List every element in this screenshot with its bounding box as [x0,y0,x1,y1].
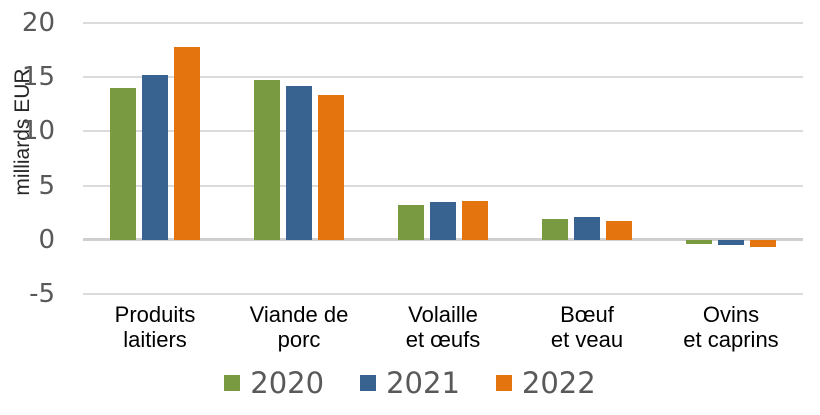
bar-2021 [430,201,456,240]
gridline [83,76,803,79]
bar-2022 [174,46,200,240]
legend-swatch-icon [224,375,241,391]
category-label: Viande de porc [249,302,349,352]
category-label: Produits laitiers [114,302,196,352]
bar-2022 [318,94,344,240]
gridline [83,184,803,187]
y-tick-label: 0 [38,224,55,255]
bar-2021 [718,239,744,246]
legend-label: 2020 [250,366,325,400]
legend-item-2020: 2020 [224,366,324,400]
legend-label: 2021 [386,366,460,400]
gridline [83,130,803,133]
bar-2020 [110,88,136,240]
bar-2020 [686,239,712,245]
category-label: Ovins et caprins [683,302,779,352]
bar-2020 [542,219,568,240]
bar-2021 [574,217,600,240]
bar-2020 [254,80,280,240]
legend: 2020 2021 2022 [0,360,820,406]
plot-area [83,22,803,295]
bar-2022 [750,239,776,248]
gridline [83,22,803,24]
y-tick-label: 10 [21,116,55,147]
legend-item-2021: 2021 [360,366,460,400]
y-tick-label: 20 [21,8,55,38]
bar-2021 [286,85,312,240]
y-tick-label: -5 [29,279,55,309]
legend-swatch-icon [360,375,377,391]
y-tick-label: 5 [38,170,55,201]
legend-item-2022: 2022 [495,366,596,400]
bar-2022 [462,200,488,240]
legend-label: 2022 [521,366,596,400]
gridline [83,293,803,295]
category-label: Volaille et œufs [405,302,481,352]
y-tick-label: 15 [21,62,55,93]
bar-2020 [398,205,424,240]
zero-gridline [83,238,803,242]
bar-2022 [606,221,632,240]
category-label: Bœuf et veau [550,302,624,352]
legend-swatch-icon [495,375,512,391]
bar-2021 [142,75,168,240]
